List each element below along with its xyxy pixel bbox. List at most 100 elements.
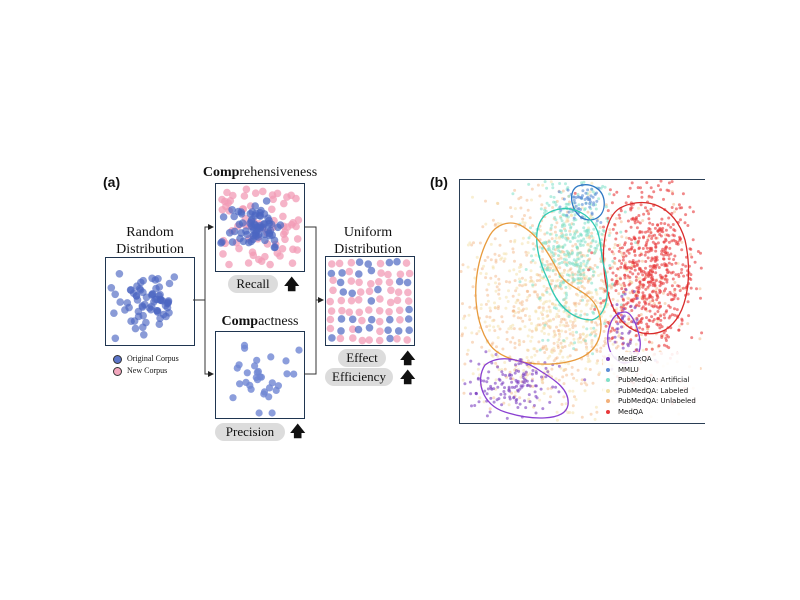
- pubmedqa-artificial-point: [564, 233, 568, 237]
- medqa-point: [654, 236, 658, 240]
- pubmedqa-artificial-point: [587, 277, 591, 281]
- medexqa-point: [500, 370, 504, 374]
- medexqa-point: [548, 400, 552, 404]
- medqa-point: [608, 266, 612, 270]
- medqa-point: [670, 313, 674, 317]
- medexqa-point: [623, 292, 627, 296]
- pubmedqa-artificial-point: [573, 341, 577, 345]
- pubmedqa-labeled-point: [560, 345, 564, 349]
- pubmedqa-artificial-point: [595, 244, 599, 248]
- new-corpus-point: [242, 185, 251, 194]
- pubmedqa-unlabeled-point: [530, 187, 534, 191]
- mmlu-point: [588, 202, 592, 206]
- medqa-point: [679, 271, 683, 275]
- pubmedqa-artificial-point: [547, 240, 551, 244]
- medexqa-point: [540, 375, 543, 379]
- new-corpus-point: [367, 280, 375, 288]
- pubmedqa-labeled-point: [518, 277, 521, 281]
- pubmedqa-unlabeled-point: [497, 282, 501, 286]
- random-title: Random Distribution: [100, 224, 200, 258]
- medexqa-point: [508, 373, 512, 376]
- pubmedqa-labeled-point: [568, 389, 572, 393]
- pubmedqa-artificial-point: [577, 257, 581, 261]
- new-corpus-point: [338, 306, 346, 315]
- efficiency-pill: Efficiency: [325, 368, 393, 386]
- pubmedqa-unlabeled-point: [602, 280, 605, 284]
- medqa-point: [655, 263, 659, 267]
- new-corpus-point: [395, 306, 404, 315]
- pubmedqa-artificial-point: [530, 254, 533, 258]
- medexqa-point: [615, 330, 619, 334]
- original-corpus-point: [111, 290, 119, 299]
- pubmedqa-labeled-point: [582, 262, 586, 266]
- medqa-point: [662, 257, 665, 261]
- pubmedqa-artificial-point: [603, 322, 607, 326]
- pubmedqa-labeled-point: [487, 282, 491, 286]
- mmlu-point: [592, 201, 596, 205]
- medqa-point: [651, 270, 654, 274]
- new-corpus-point: [292, 194, 300, 203]
- pubmedqa-unlabeled-point: [554, 357, 558, 361]
- medexqa-point: [509, 377, 513, 380]
- pubmedqa-unlabeled-point: [461, 263, 465, 267]
- pubmedqa-labeled-point: [572, 337, 576, 341]
- medexqa-point: [624, 288, 628, 292]
- new-corpus-point: [355, 278, 363, 287]
- medqa-point: [610, 278, 614, 282]
- medqa-point: [610, 250, 614, 254]
- pubmedqa-artificial-point: [570, 252, 574, 256]
- mmlu-point: [586, 195, 590, 199]
- pubmedqa-unlabeled-point: [541, 306, 545, 310]
- pubmedqa-unlabeled-point: [590, 320, 594, 324]
- pubmedqa-unlabeled-point: [529, 276, 533, 279]
- pubmedqa-artificial-point: [575, 330, 578, 334]
- pubmedqa-artificial-point: [569, 225, 573, 229]
- pubmedqa-labeled-point: [597, 274, 600, 277]
- medqa-point: [664, 263, 668, 267]
- original-corpus-point: [154, 275, 162, 283]
- original-corpus-point: [282, 357, 290, 365]
- uniform-title: Uniform Distribution: [318, 224, 418, 258]
- medqa-point: [676, 297, 680, 301]
- pubmedqa-artificial-point: [568, 240, 572, 244]
- pubmedqa-unlabeled-point: [612, 252, 616, 256]
- pubmedqa-labeled-point: [599, 305, 603, 309]
- pubmedqa-unlabeled-point: [672, 202, 676, 206]
- pubmedqa-unlabeled-point: [689, 252, 693, 256]
- pubmedqa-unlabeled-point: [569, 267, 573, 271]
- pubmedqa-artificial-point: [547, 246, 551, 250]
- pubmedqa-unlabeled-point: [526, 359, 530, 363]
- pubmedqa-artificial-point: [583, 221, 587, 225]
- medqa-point: [651, 278, 655, 282]
- pubmedqa-labeled-point: [467, 313, 471, 317]
- pubmedqa-unlabeled-point: [563, 318, 567, 322]
- new-corpus-point: [293, 235, 302, 243]
- medexqa-point: [518, 387, 522, 391]
- pubmedqa-artificial-point: [592, 270, 595, 274]
- new-corpus-point: [365, 287, 374, 296]
- mmlu-point: [573, 201, 577, 205]
- pubmedqa-unlabeled-point: [488, 315, 492, 319]
- pubmedqa-labeled-point: [491, 354, 495, 358]
- legend-artificial-dot: [606, 378, 610, 382]
- pubmedqa-unlabeled-point: [573, 395, 576, 399]
- pubmedqa-artificial-point: [582, 237, 586, 241]
- pubmedqa-unlabeled-point: [590, 231, 594, 235]
- pubmedqa-labeled-point: [548, 325, 552, 329]
- pubmedqa-labeled-point: [584, 367, 588, 371]
- pubmedqa-unlabeled-point: [535, 279, 539, 283]
- pubmedqa-unlabeled-point: [628, 291, 632, 295]
- medqa-point: [649, 276, 653, 280]
- pubmedqa-labeled-point: [527, 397, 531, 401]
- pubmedqa-artificial-point: [562, 222, 566, 226]
- pubmedqa-artificial-point: [564, 262, 568, 266]
- pubmedqa-unlabeled-point: [548, 262, 552, 266]
- medqa-point: [641, 327, 645, 331]
- pubmedqa-unlabeled-point: [640, 333, 643, 337]
- original-corpus-point: [393, 257, 401, 266]
- medexqa-point: [486, 387, 490, 391]
- medexqa-point: [513, 371, 517, 375]
- medexqa-point: [502, 390, 506, 393]
- pubmedqa-unlabeled-point: [468, 305, 472, 309]
- pubmedqa-unlabeled-point: [680, 240, 684, 244]
